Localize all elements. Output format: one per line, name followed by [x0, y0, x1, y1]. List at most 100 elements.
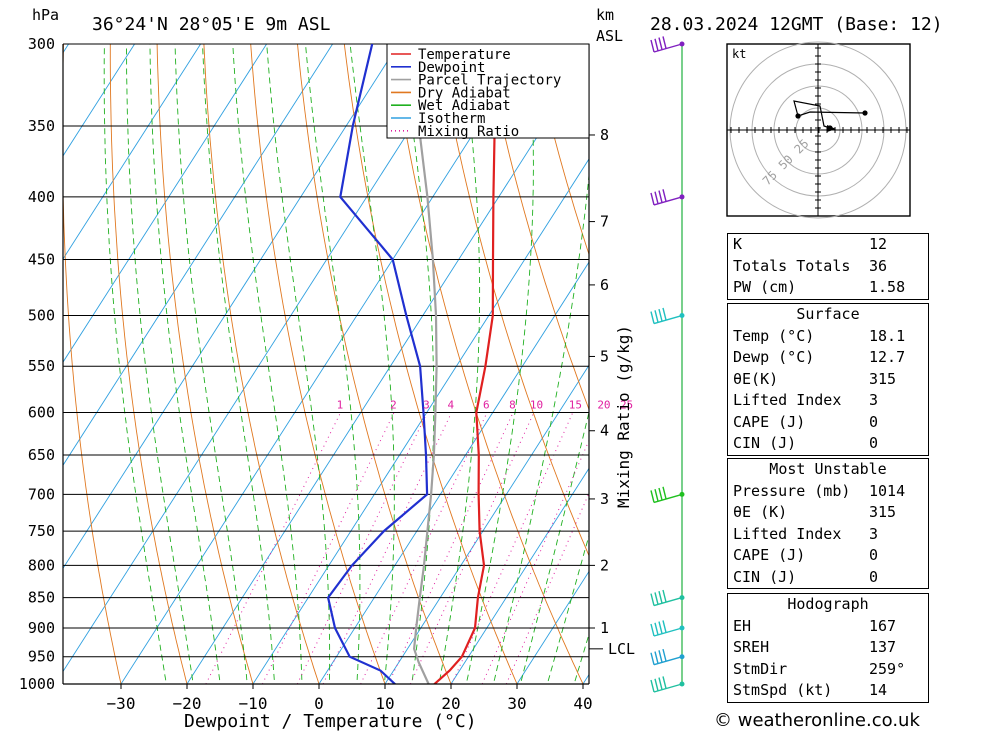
pw-row: PW (cm) 1.58	[733, 278, 906, 296]
mixing-ratio-line	[451, 412, 574, 684]
isotherm-line	[63, 44, 334, 467]
hpa-label: hPa	[32, 6, 59, 24]
copyright-footer[interactable]: © weatheronline.co.uk	[714, 710, 920, 731]
dry-adiabat-line	[250, 44, 386, 684]
eh-row: EH 167	[733, 616, 897, 635]
totals-totals-row: Totals Totals 36	[733, 256, 888, 275]
pressure-tick-label: 700	[28, 485, 55, 503]
legend-box	[386, 43, 590, 139]
legend-label: Temperature	[418, 47, 511, 63]
mu-cape-row: CAPE (J) 0	[733, 546, 879, 564]
wind-barb-feather	[654, 489, 659, 502]
wind-barb-feather	[650, 679, 655, 693]
stmspd-row: StmSpd (kt) 14	[733, 681, 888, 699]
mixing-ratio-line	[322, 412, 452, 684]
wind-barb-feather	[662, 589, 667, 603]
wind-barb-staff	[653, 314, 683, 325]
wind-barb-staff	[653, 627, 683, 637]
wind-barb-feather	[654, 651, 659, 664]
wind-barb-feather	[654, 678, 659, 691]
wind-barb-feather	[650, 39, 655, 53]
wind-barb-feather	[650, 311, 655, 324]
mixing-ratio-tick-label: 20	[597, 398, 610, 411]
hodograph-trace	[793, 100, 866, 129]
wind-barb-feather	[662, 307, 667, 321]
sreh-row: SREH 137	[733, 638, 897, 656]
wet-adiabat-line	[232, 44, 303, 684]
wet-adiabat-line	[546, 534, 589, 684]
diagram-background-lines	[0, 7, 589, 710]
wind-barb	[650, 189, 683, 206]
wet-adiabat-line	[492, 171, 589, 684]
mixing-ratio-tick-label: 2	[390, 398, 397, 411]
lcl-label: LCL	[608, 640, 635, 658]
surface-cape-row: CAPE (J) 0	[733, 412, 879, 431]
pressure-tick-label: 450	[28, 251, 55, 269]
mixing-ratio-labels: 1 2 3 4 6 8 10 15 20 25	[337, 398, 634, 411]
wind-barb-feather	[662, 189, 667, 202]
pressure-tick-label: 300	[28, 35, 55, 53]
wind-barb-feather	[650, 593, 655, 606]
isotherm-line	[252, 158, 589, 684]
wind-barb-feather	[662, 36, 667, 49]
wet-adiabat-line	[349, 44, 395, 684]
isotherm-line	[63, 44, 136, 157]
isotherm-line	[63, 44, 268, 363]
dry-adiabat-line	[203, 44, 320, 684]
x-axis-label: Dewpoint / Temperature (°C)	[184, 711, 477, 732]
dry-adiabat-line	[484, 44, 589, 411]
dry-adiabat-line	[343, 44, 518, 684]
wind-barb-feather	[658, 487, 663, 501]
temperature-curve	[433, 44, 506, 684]
km-tick-label: 5	[600, 347, 609, 365]
mixing-ratio-line	[261, 412, 395, 684]
dry-adiabat-line	[530, 44, 589, 256]
km-tick-label: 1	[600, 619, 609, 637]
mixing-ratio-line	[205, 412, 342, 684]
wind-barb-staff	[653, 493, 683, 504]
wind-barb	[650, 620, 683, 637]
pressure-tick-label: 1000	[19, 675, 55, 693]
sounding-curves	[326, 44, 506, 684]
axes: 3003504004505005506006507007508008509009…	[19, 35, 635, 713]
wind-barb-feather	[650, 490, 655, 503]
dry-adiabat-line	[63, 44, 122, 684]
mu-li-row: Lifted Index 3	[733, 524, 879, 543]
storm-motion-arrow	[827, 125, 836, 132]
isotherm-line	[63, 44, 202, 260]
wet-adiabat-line	[202, 44, 276, 684]
hodograph-unit-label: kt	[732, 47, 746, 61]
isotherm-line	[0, 7, 26, 710]
wet-adiabat-line	[438, 44, 481, 684]
parcel-trajectory-curve	[412, 78, 438, 684]
pressure-tick-label: 500	[28, 307, 55, 325]
wind-barb	[650, 307, 683, 325]
x-tick-label: 30	[507, 694, 526, 713]
mu-cin-row: CIN (J) 0	[733, 567, 879, 586]
wind-barb-feather	[658, 677, 663, 690]
indices-table: K 12 Totals Totals 36 PW (cm) 1.58	[727, 233, 929, 300]
hodograph-table: Hodograph EH 167 SREH 137 StmDir 259° StmSp…	[727, 593, 929, 703]
most-unstable-table: Most Unstable Pressure (mb) 1014 θE (K) 31…	[727, 458, 929, 589]
surface-title: Surface	[796, 305, 860, 323]
wind-barb	[650, 589, 683, 607]
wind-barb-feather	[658, 190, 663, 203]
dry-adiabat-line	[156, 44, 254, 684]
asl-label: ASL	[596, 27, 623, 45]
wet-adiabat-line	[573, 632, 589, 684]
wind-barb-feather	[654, 592, 659, 605]
x-tick-label: 10	[375, 694, 394, 713]
pressure-tick-label: 850	[28, 589, 55, 607]
wet-adiabat-line	[266, 44, 331, 684]
dewpoint-curve	[326, 44, 429, 684]
mixing-ratio-tick-label: 10	[530, 398, 543, 411]
pressure-tick-label: 750	[28, 522, 55, 540]
wind-barb-feather	[658, 650, 663, 663]
pressure-tick-label: 900	[28, 619, 55, 637]
dry-adiabat-line	[437, 44, 589, 557]
pressure-tick-label: 350	[28, 117, 55, 135]
legend-label: Parcel Trajectory	[418, 73, 561, 89]
mixing-ratio-tick-label: 1	[337, 398, 344, 411]
mu-pressure-row: Pressure (mb) 1014	[733, 481, 906, 500]
